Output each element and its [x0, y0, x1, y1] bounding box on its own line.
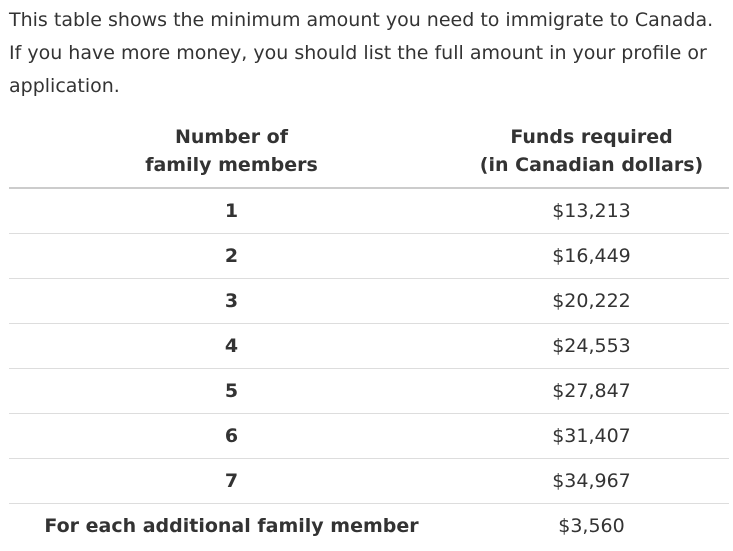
header-family-members: Number of family members	[9, 121, 454, 189]
table-row: 5 $27,847	[9, 368, 729, 414]
funds-cell: $20,222	[454, 278, 729, 324]
funds-cell: $13,213	[454, 188, 729, 234]
table-row: 4 $24,553	[9, 323, 729, 369]
table-row-additional: For each additional family member $3,560	[9, 504, 729, 549]
table-header: Number of family members Funds required …	[9, 121, 729, 189]
family-members-cell: 1	[9, 188, 454, 234]
funds-cell: $24,553	[454, 323, 729, 369]
header-funds-required-line2: (in Canadian dollars)	[479, 154, 704, 176]
family-members-cell: 7	[9, 458, 454, 504]
table-row: 7 $34,967	[9, 458, 729, 504]
table-row: 2 $16,449	[9, 233, 729, 279]
family-members-cell: 2	[9, 233, 454, 279]
header-row: Number of family members Funds required …	[9, 121, 729, 189]
intro-paragraph: This table shows the minimum amount you …	[9, 9, 714, 97]
family-members-cell: 5	[9, 368, 454, 414]
family-members-cell: 3	[9, 278, 454, 324]
header-family-members-line2: family members	[145, 154, 318, 176]
additional-member-label: For each additional family member	[44, 515, 419, 537]
header-funds-required-line1: Funds required	[510, 126, 673, 148]
funds-cell: $27,847	[454, 368, 729, 414]
table-body: 1 $13,213 2 $16,449 3 $20,222 4 $24,553 …	[9, 188, 729, 548]
funds-cell: $16,449	[454, 233, 729, 279]
funds-cell: $34,967	[454, 458, 729, 504]
family-members-cell: 4	[9, 323, 454, 369]
header-funds-required: Funds required (in Canadian dollars)	[454, 121, 729, 189]
table-row: 6 $31,407	[9, 413, 729, 459]
table-row: 1 $13,213	[9, 188, 729, 234]
funds-cell: $31,407	[454, 413, 729, 459]
header-family-members-line1: Number of	[174, 126, 289, 148]
funds-table: Number of family members Funds required …	[9, 121, 729, 548]
additional-member-funds: $3,560	[558, 515, 625, 537]
family-members-cell: 6	[9, 413, 454, 459]
table-row: 3 $20,222	[9, 278, 729, 324]
